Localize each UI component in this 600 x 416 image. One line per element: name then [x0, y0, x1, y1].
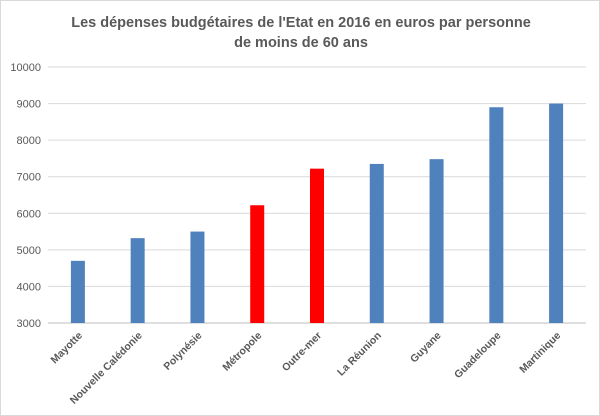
x-category-label: Guyane	[408, 330, 444, 366]
x-category-label: Martinique	[517, 330, 563, 376]
y-tick-label: 3000	[17, 318, 41, 330]
bar-nouvelle-cal-donie	[130, 238, 145, 323]
y-axis-ticks: 3000 4000 5000 6000 7000 8000 9000 10000	[10, 62, 41, 330]
y-tick-label: 8000	[17, 135, 41, 147]
bar-la-r-union	[369, 163, 384, 323]
x-category-label: Métropole	[220, 330, 264, 374]
y-tick-label: 10000	[10, 62, 41, 74]
y-tick-label: 4000	[17, 281, 41, 293]
y-tick-label: 5000	[17, 245, 41, 257]
bar-guadeloupe	[489, 107, 504, 323]
bars	[70, 103, 564, 323]
x-category-label: Outre-mer	[280, 330, 324, 374]
x-category-label: Mayotte	[48, 330, 85, 367]
bar-guyane	[429, 159, 444, 323]
bar-mayotte	[70, 260, 85, 323]
chart-title: Les dépenses budgétaires de l'Etat en 20…	[71, 15, 531, 51]
x-category-label: Guadeloupe	[452, 330, 504, 382]
bar-outre-mer	[310, 168, 324, 323]
x-category-label: Polynésie	[161, 330, 204, 373]
y-tick-label: 7000	[17, 172, 41, 184]
bar-martinique	[549, 103, 564, 323]
bar-polyn-sie	[190, 231, 205, 323]
x-category-label: La Réunion	[335, 330, 384, 379]
y-tick-label: 6000	[17, 208, 41, 220]
bar-m-tropole	[250, 205, 265, 323]
y-tick-label: 9000	[17, 99, 41, 111]
